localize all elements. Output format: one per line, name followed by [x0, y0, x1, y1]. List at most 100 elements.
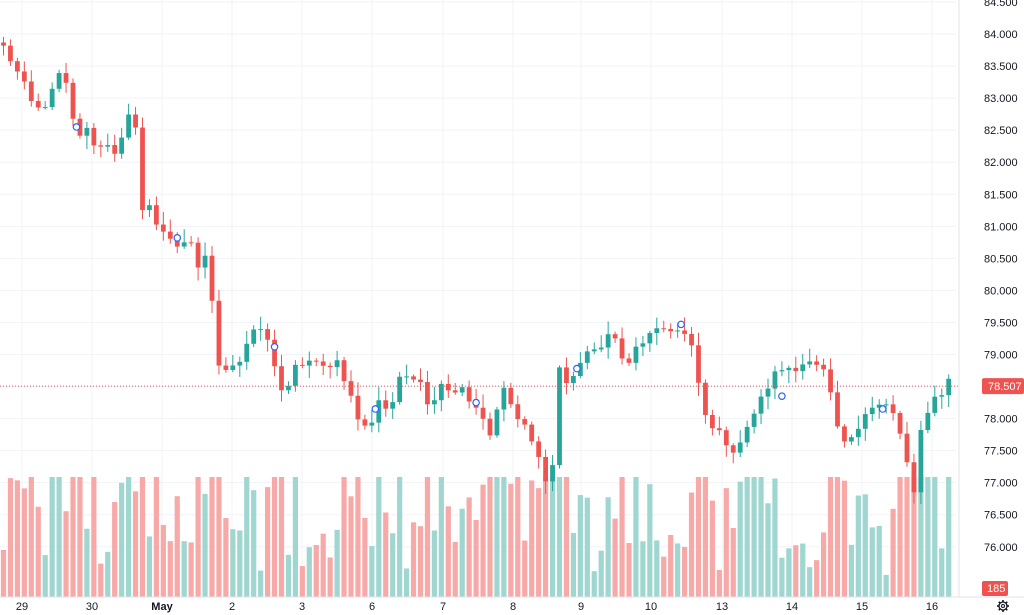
- price-axis[interactable]: 76.00076.50077.00077.50078.00078.50079.0…: [958, 0, 1018, 597]
- volume-bar: [397, 477, 403, 597]
- volume-bar: [654, 540, 660, 597]
- volume-bar: [188, 542, 194, 597]
- volume-bar: [167, 541, 173, 597]
- volume-bar: [730, 528, 736, 597]
- volume-bar: [369, 546, 375, 597]
- candle-body: [258, 329, 264, 331]
- candle-body: [849, 437, 854, 442]
- candle-body: [772, 371, 778, 389]
- volume-bar: [925, 477, 931, 597]
- volume-bar: [174, 496, 180, 597]
- candle-body: [543, 456, 548, 482]
- volume-bar: [209, 477, 215, 597]
- volume-bar: [848, 544, 854, 597]
- candle-body: [564, 367, 569, 384]
- candle-body: [230, 365, 236, 370]
- volume-bar: [0, 550, 7, 597]
- volume-bar: [605, 497, 611, 597]
- candle-body: [452, 390, 458, 393]
- volume-bar: [556, 477, 563, 597]
- candle-body: [633, 346, 639, 363]
- volume-bar: [688, 492, 695, 597]
- volume-bar: [49, 477, 55, 597]
- candle-body: [862, 414, 868, 429]
- candle-body: [730, 445, 736, 453]
- candle-body: [320, 361, 326, 366]
- candle-body: [744, 426, 750, 443]
- volume-bar: [320, 533, 326, 597]
- candle-body: [209, 255, 215, 301]
- event-marker: [472, 398, 480, 407]
- time-tick-label: May: [151, 601, 173, 613]
- candle-body: [932, 396, 938, 413]
- volume-bar: [515, 477, 521, 597]
- candle-body: [126, 114, 131, 138]
- volume-bar: [807, 567, 813, 597]
- time-tick-label: 9: [578, 601, 584, 613]
- volume-bar: [772, 478, 778, 597]
- time-tick-label: 14: [786, 601, 798, 613]
- volume-bar: [501, 477, 507, 597]
- volume-bar: [827, 477, 834, 597]
- candle-body: [675, 330, 681, 332]
- volume-bar: [313, 545, 319, 597]
- candle-body: [911, 462, 917, 493]
- candle-body: [661, 328, 667, 330]
- volume-bar: [779, 557, 785, 597]
- candle-body: [376, 400, 382, 423]
- gear-ring: [998, 601, 1008, 611]
- candle-body: [15, 61, 20, 72]
- time-tick-label: 2: [229, 601, 235, 613]
- candle-body: [703, 382, 708, 415]
- candle-body: [42, 107, 48, 109]
- candle-body: [515, 404, 521, 420]
- candle-body: [167, 231, 173, 239]
- candle-body: [939, 395, 945, 397]
- candle-body: [299, 364, 305, 366]
- volume-bar: [251, 490, 257, 597]
- candle-body: [293, 364, 298, 386]
- volume-bar: [494, 477, 500, 597]
- volume-bar: [841, 480, 848, 597]
- candle-body: [897, 412, 903, 434]
- volume-bar: [946, 477, 952, 597]
- event-marker: [677, 320, 685, 329]
- volume-bar: [56, 477, 62, 597]
- candle-body: [786, 367, 792, 371]
- event-marker: [270, 343, 279, 351]
- price-tick-label: 76.500: [984, 510, 1018, 522]
- candle-body: [904, 433, 910, 463]
- volume-bar: [626, 543, 632, 597]
- candle-body: [174, 238, 180, 247]
- candle-body: [438, 383, 444, 401]
- volume-bars: [0, 477, 952, 597]
- price-tick-label: 81.000: [984, 221, 1018, 233]
- candle-body: [334, 360, 340, 368]
- time-axis[interactable]: 29 30 May 2 3 6 7 8 9 10 13 14 15 16: [0, 596, 1024, 613]
- volume-bar: [716, 569, 722, 597]
- candle-body: [202, 255, 208, 268]
- volume-bar: [800, 543, 806, 597]
- volume-bar: [202, 493, 208, 597]
- volume-bar: [647, 484, 653, 597]
- candle-body: [640, 343, 646, 347]
- candle-body: [751, 413, 757, 427]
- volume-bar: [28, 477, 34, 597]
- volume-bar: [292, 477, 298, 597]
- volume-bar: [473, 520, 479, 597]
- time-tick-label: 16: [926, 601, 938, 613]
- volume-label: 185: [987, 583, 1005, 595]
- volume-bar: [181, 541, 187, 597]
- volume-bar: [160, 524, 166, 597]
- volume-bar: [91, 477, 97, 597]
- candle-body: [251, 329, 257, 344]
- gear-icon[interactable]: [997, 600, 1009, 612]
- price-tick-label: 79.500: [984, 317, 1018, 329]
- event-marker: [778, 392, 786, 400]
- volume-bar: [862, 494, 868, 597]
- candle-body: [619, 338, 625, 359]
- candle-body: [397, 376, 403, 403]
- candle-body: [716, 428, 722, 431]
- event-marker: [72, 123, 81, 131]
